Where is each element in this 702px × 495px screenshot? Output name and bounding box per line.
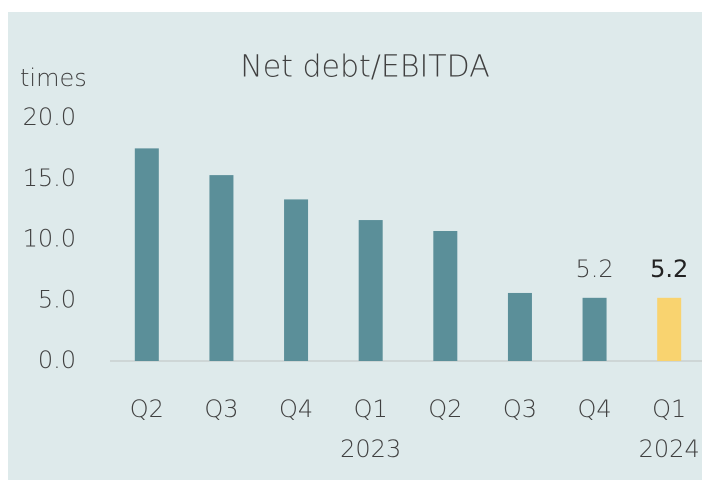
y-axis-label: times <box>20 64 87 92</box>
x-tick-label: Q2 <box>130 395 164 423</box>
data-label: 5.2 <box>650 255 688 283</box>
x-tick-label: Q4 <box>577 395 611 423</box>
data-label: 5.2 <box>575 255 613 283</box>
bar <box>582 297 607 361</box>
year-label: 2024 <box>639 435 700 463</box>
year-label: 2023 <box>340 435 401 463</box>
x-tick-label: Q4 <box>279 395 313 423</box>
x-tick-label: Q1 <box>354 395 388 423</box>
y-tick-label: 0.0 <box>38 346 76 374</box>
bar <box>433 230 458 361</box>
x-tick-label: Q1 <box>652 395 686 423</box>
bar <box>209 175 234 361</box>
y-tick-label: 20.0 <box>23 103 76 131</box>
x-tick-label: Q3 <box>503 395 537 423</box>
y-tick-label: 15.0 <box>23 164 76 192</box>
x-tick-label: Q2 <box>428 395 462 423</box>
y-tick-label: 5.0 <box>38 285 76 313</box>
x-tick-label: Q3 <box>204 395 238 423</box>
bar <box>358 220 383 361</box>
chart-background <box>8 12 702 480</box>
chart-title: Net debt/EBITDA <box>240 50 489 85</box>
bar <box>284 199 309 361</box>
bar <box>507 292 532 361</box>
bar <box>657 297 682 361</box>
bar <box>134 148 159 361</box>
y-tick-label: 10.0 <box>23 225 76 253</box>
